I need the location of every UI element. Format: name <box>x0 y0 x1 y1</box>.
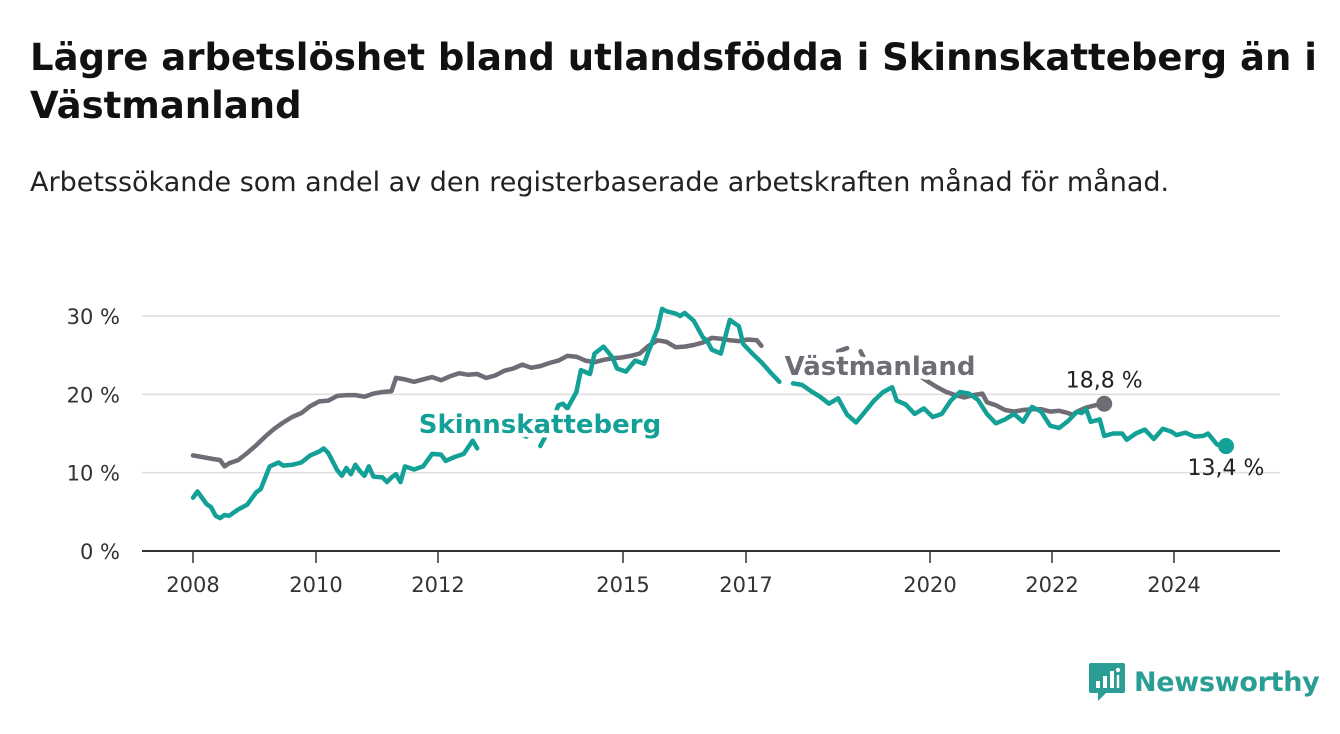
series-label: Västmanland <box>785 352 976 382</box>
y-tick-label: 30 % <box>67 305 120 329</box>
series-line-västmanland <box>190 335 1107 469</box>
y-tick-label: 0 % <box>80 540 120 564</box>
x-tick-label: 2024 <box>1147 573 1200 597</box>
x-tick-label: 2017 <box>719 573 772 597</box>
end-value-label: 13,4 % <box>1188 456 1265 481</box>
chart-subtitle: Arbetssökande som andel av den registerb… <box>30 167 1170 198</box>
chart-title: Lägre arbetslöshet bland utlandsfödda i … <box>30 36 1317 127</box>
series-lines <box>190 306 1229 521</box>
x-tick-label: 2008 <box>166 573 219 597</box>
y-axis-ticks: 0 % 10 % 20 % 30 % <box>67 305 120 564</box>
series-label-halo: Skinnskatteberg <box>419 410 661 440</box>
line-chart: 0 % 10 % 20 % 30 % 2008 2010 2012 2015 2017 2020… <box>67 305 1280 597</box>
brand-name: Newsworthy <box>1134 666 1320 698</box>
newsworthy-logo: Newsworthy <box>1088 660 1320 704</box>
end-point-marker <box>1218 438 1234 455</box>
series-label-halo: Västmanland <box>785 352 976 382</box>
x-tick-label: 2012 <box>411 573 464 597</box>
x-tick-label: 2020 <box>903 573 956 597</box>
chart-bubble-icon <box>1089 663 1125 701</box>
end-value-label: 18,8 % <box>1066 369 1143 394</box>
x-tick-label: 2010 <box>289 573 342 597</box>
y-tick-label: 20 % <box>67 383 120 407</box>
x-tick-label: 2015 <box>596 573 649 597</box>
series-label: Skinnskatteberg <box>419 410 661 440</box>
x-axis-ticks: 2008 2010 2012 2015 2017 2020 2022 2024 <box>166 551 1201 597</box>
grid-lines <box>142 315 1280 474</box>
y-tick-label: 10 % <box>67 462 120 486</box>
x-tick-label: 2022 <box>1025 573 1078 597</box>
series-line-skinnskatteberg <box>190 306 1229 521</box>
end-point-marker <box>1096 395 1113 412</box>
